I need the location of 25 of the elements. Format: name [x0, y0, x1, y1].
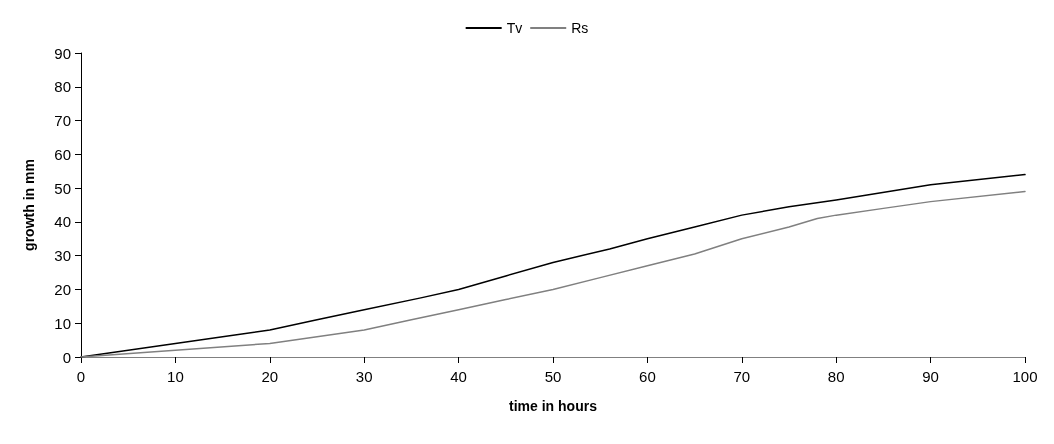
y-tick-label: 70: [54, 112, 71, 130]
y-tick-label: 30: [54, 247, 71, 265]
x-tick-label: 10: [167, 368, 184, 385]
y-tick-label: 40: [54, 213, 71, 231]
x-tick-label: 90: [922, 368, 939, 385]
x-tick-label: 80: [827, 368, 845, 385]
y-tick-label: 60: [54, 145, 71, 163]
y-tick-label: 20: [54, 280, 71, 298]
x-tick-label: 0: [76, 368, 86, 385]
x-tick-label: 50: [544, 368, 562, 385]
legend-label: Rs: [571, 20, 589, 36]
y-tick-label: 80: [54, 78, 71, 96]
x-tick-label: 60: [639, 368, 656, 385]
y-tick-label: 50: [54, 179, 71, 197]
x-tick-label: 20: [261, 368, 279, 385]
y-tick-label: 10: [54, 314, 71, 332]
x-tick-label: 100: [1012, 368, 1038, 385]
x-tick-label: 70: [733, 368, 751, 385]
y-axis-title: growth in mm: [21, 159, 37, 251]
y-tick-label: 0: [62, 348, 71, 366]
x-axis-title: time in hours: [509, 398, 598, 414]
x-tick-label: 30: [355, 368, 373, 385]
x-tick-label: 40: [450, 368, 467, 385]
y-tick-label: 90: [54, 44, 71, 62]
legend-label: Tv: [506, 20, 523, 36]
